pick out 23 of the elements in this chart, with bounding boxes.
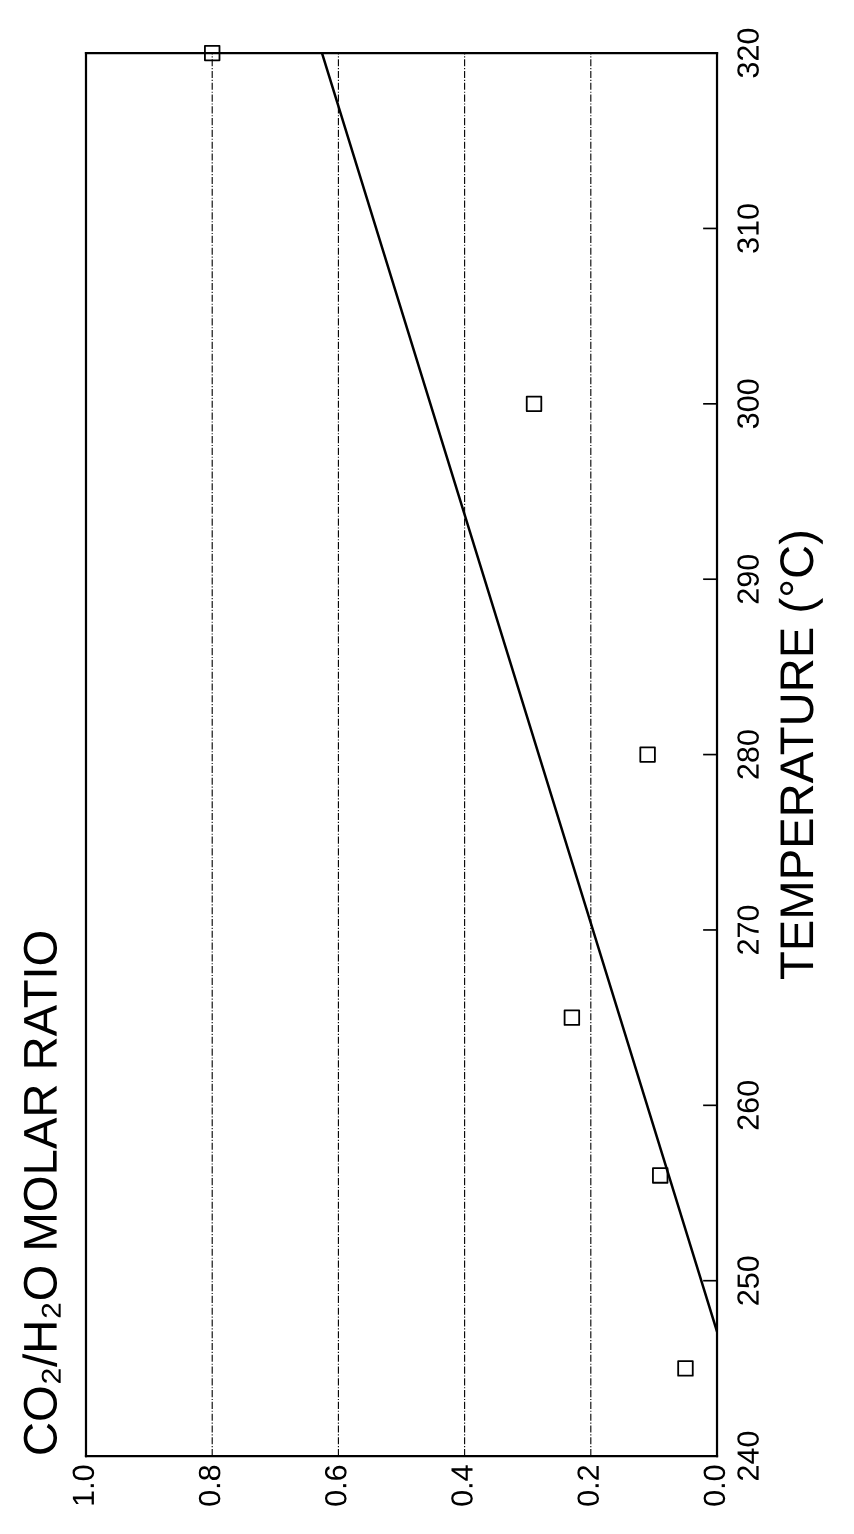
point — [677, 1360, 694, 1377]
y-tick-label: 240 — [737, 1431, 759, 1481]
x-tick-label: 0.8 — [198, 1465, 221, 1506]
text: CO₂/H₂O MOLAR RATIO — [22, 931, 61, 1454]
x-tick-label: 0.2 — [577, 1465, 600, 1506]
y-tick-label: 310 — [737, 204, 759, 253]
x-tick-label: 0.4 — [451, 1465, 473, 1506]
point — [652, 1167, 669, 1184]
y-tick-label: 250 — [737, 1256, 759, 1305]
x-tick-label: 0.6 — [324, 1465, 347, 1506]
y-tick-label: 300 — [737, 379, 759, 429]
point — [563, 1009, 581, 1026]
y-tick-label: 290 — [737, 554, 759, 604]
point — [204, 44, 221, 62]
x-tick-label: 1.0 — [72, 1465, 95, 1505]
y-tick-label: 270 — [737, 905, 759, 954]
y-axis-title: TEMPERATURE (°C) — [778, 532, 823, 979]
y-tick-label: 260 — [737, 1081, 759, 1130]
y-tick-label: 320 — [737, 28, 759, 78]
point — [525, 395, 543, 413]
y-tick-label: 280 — [737, 730, 759, 779]
point — [639, 746, 656, 763]
x-tick-label: 0.0 — [703, 1465, 726, 1506]
